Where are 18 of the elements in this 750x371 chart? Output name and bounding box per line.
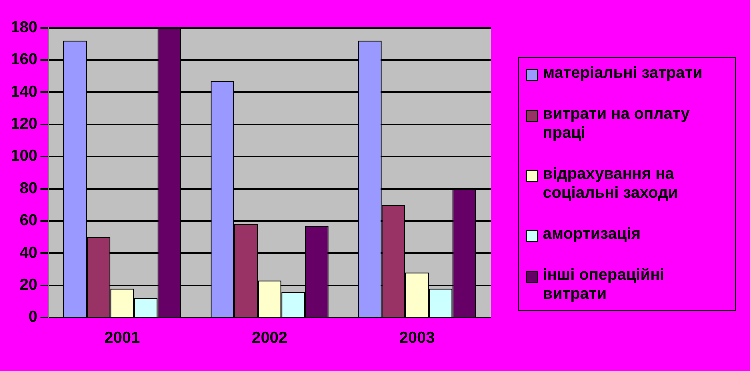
legend-label: матеріальні затрати bbox=[543, 64, 703, 83]
y-tick-label: 0 bbox=[28, 309, 38, 326]
y-tick-label: 120 bbox=[10, 116, 38, 134]
y-tick-label: 180 bbox=[10, 19, 38, 36]
legend-label: амортизація bbox=[543, 225, 641, 244]
y-tick-label: 160 bbox=[10, 52, 38, 69]
legend-label: витрати на оплату праці bbox=[543, 105, 691, 143]
x-tick-label: 2003 bbox=[399, 330, 436, 347]
y-tick-label: 60 bbox=[20, 212, 38, 230]
x-tick-label: 2002 bbox=[252, 330, 288, 347]
legend-label: відрахування на соціальні заходи bbox=[543, 165, 680, 203]
y-tick-label: 40 bbox=[20, 244, 38, 262]
y-tick-label: 100 bbox=[10, 148, 38, 166]
y-tick-label: 20 bbox=[20, 277, 38, 294]
x-tick-label: 2001 bbox=[104, 330, 140, 347]
y-tick-label: 80 bbox=[20, 180, 38, 198]
y-tick-label: 140 bbox=[10, 84, 38, 101]
legend-label: інші операційні витрати bbox=[543, 266, 666, 304]
